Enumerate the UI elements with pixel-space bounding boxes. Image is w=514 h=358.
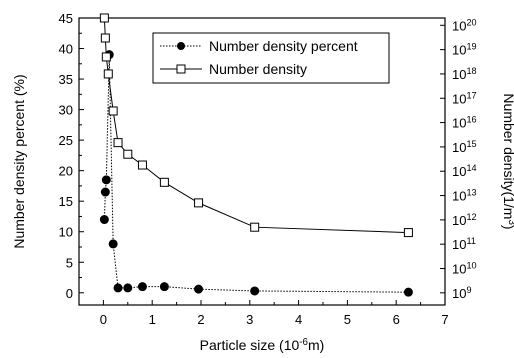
y-right-tick-label: 1012 xyxy=(452,212,477,228)
x-tick-label: 3 xyxy=(246,312,253,327)
x-tick-label: 4 xyxy=(295,312,302,327)
y-right-tick-label: 1018 xyxy=(452,66,477,82)
data-point-square xyxy=(99,13,109,23)
y-left-tick-label: 25 xyxy=(59,133,73,148)
data-point-circle xyxy=(159,282,169,292)
y-left-tick-label: 5 xyxy=(66,255,73,270)
data-point-square xyxy=(137,160,147,170)
legend-box xyxy=(152,32,390,84)
data-point-circle xyxy=(113,283,123,293)
legend-label-number-density: Number density xyxy=(209,61,307,77)
legend-label-number-density-percent: Number density percent xyxy=(209,38,358,54)
y-left-tick-label: 0 xyxy=(66,286,73,301)
y-left-tick-label: 30 xyxy=(59,103,73,118)
data-point-circle xyxy=(123,283,133,293)
legend-marker-square xyxy=(176,64,186,74)
y-right-tick-label: 1016 xyxy=(452,115,477,131)
data-point-square xyxy=(108,106,118,116)
y-right-tick-label: 1014 xyxy=(452,163,477,179)
y-right-tick-label: 1020 xyxy=(452,17,477,33)
data-point-circle xyxy=(101,175,111,185)
data-point-square xyxy=(123,149,133,159)
data-point-circle xyxy=(99,215,109,225)
data-point-circle xyxy=(194,284,204,294)
plot-frame xyxy=(78,17,446,306)
legend-marker-circle xyxy=(177,42,185,50)
y-right-tick-label: 1010 xyxy=(452,261,477,277)
y-left-axis-label: Number density percent (%) xyxy=(11,74,27,248)
y-right-axis-label: Number density(1/m3) xyxy=(501,93,514,229)
x-tick-label: 1 xyxy=(149,312,156,327)
data-point-square xyxy=(101,52,111,62)
data-point-square xyxy=(113,138,123,148)
y-right-tick-label: 1017 xyxy=(452,90,477,106)
x-tick-label: 7 xyxy=(441,312,448,327)
y-left-tick-label: 10 xyxy=(59,225,73,240)
x-axis-label: Particle size (10-6m) xyxy=(200,337,325,354)
y-left-tick-label: 20 xyxy=(59,164,73,179)
y-right-tick-label: 109 xyxy=(452,285,472,301)
y-left-tick-label: 35 xyxy=(59,72,73,87)
data-point-circle xyxy=(250,286,260,296)
data-point-circle xyxy=(403,287,413,297)
x-tick-label: 2 xyxy=(197,312,204,327)
data-point-circle xyxy=(108,239,118,249)
y-right-tick-label: 1013 xyxy=(452,188,477,204)
y-left-tick-label: 45 xyxy=(59,11,73,26)
series-line-0 xyxy=(103,54,409,293)
data-point-square xyxy=(403,228,413,238)
data-point-circle xyxy=(100,187,110,197)
x-tick-label: 0 xyxy=(100,312,107,327)
legend: Number density percent Number density xyxy=(152,32,390,84)
y-left-tick-label: 40 xyxy=(59,42,73,57)
data-point-circle xyxy=(137,282,147,292)
y-right-tick-label: 1019 xyxy=(452,42,477,58)
y-left-tick-label: 15 xyxy=(59,194,73,209)
data-point-square xyxy=(194,198,204,208)
data-point-square xyxy=(100,33,110,43)
data-point-square xyxy=(103,69,113,79)
y-right-tick-label: 1015 xyxy=(452,139,477,155)
x-tick-label: 5 xyxy=(344,312,351,327)
data-point-square xyxy=(250,222,260,232)
x-tick-label: 6 xyxy=(393,312,400,327)
y-right-tick-label: 1011 xyxy=(452,236,476,252)
data-point-square xyxy=(159,177,169,187)
